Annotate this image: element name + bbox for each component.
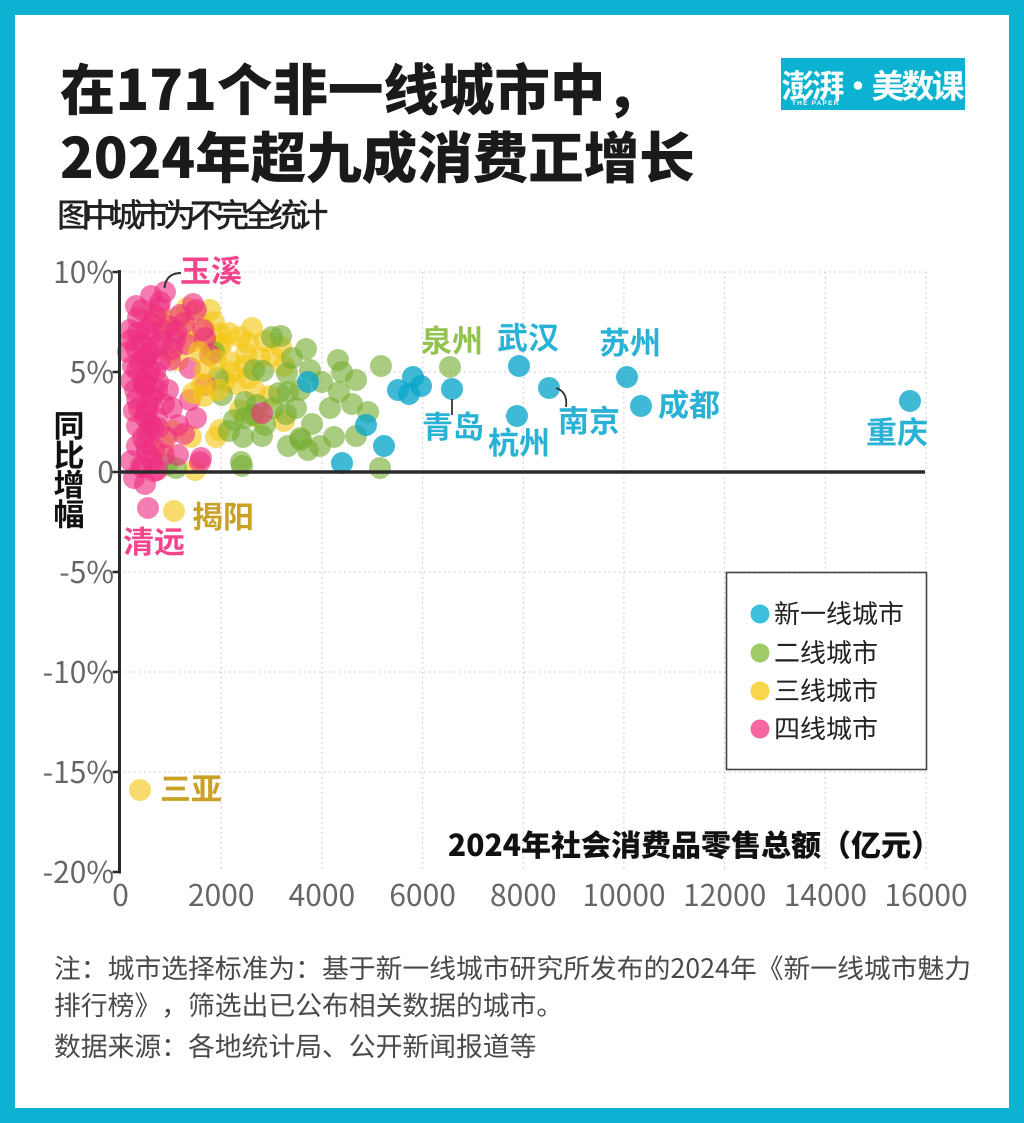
svg-text:THE PAPER: THE PAPER [792, 100, 840, 107]
